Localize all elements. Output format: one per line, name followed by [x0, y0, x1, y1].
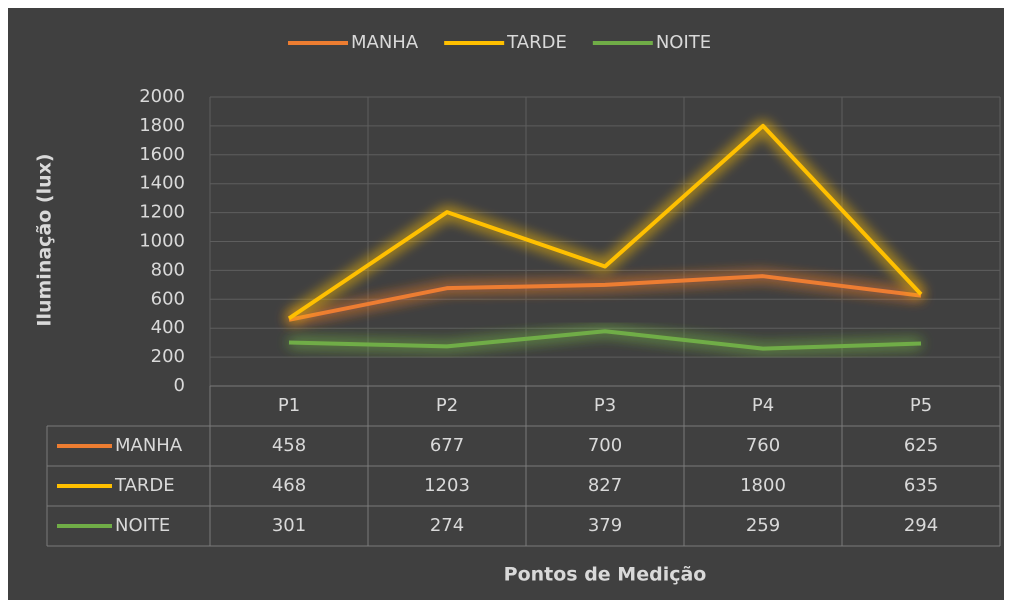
y-tick-label: 400	[151, 317, 185, 338]
table-value: 301	[272, 515, 306, 536]
y-tick-label: 1200	[139, 202, 185, 223]
x-tick-label: P1	[278, 395, 300, 416]
y-tick-label: 1600	[139, 144, 185, 165]
legend-label: TARDE	[506, 32, 567, 53]
y-tick-label: 0	[174, 375, 185, 396]
y-tick-label: 800	[151, 259, 185, 280]
table-value: 274	[430, 515, 464, 536]
series-line	[288, 329, 922, 351]
y-axis-label: Iluminação (lux)	[34, 153, 56, 326]
x-tick-label: P2	[436, 395, 458, 416]
series-line	[287, 123, 923, 321]
legend-label: MANHA	[351, 32, 419, 53]
table-value: 677	[430, 435, 464, 456]
table-value: 379	[588, 515, 622, 536]
y-tick-label: 1800	[139, 115, 185, 136]
table-value: 625	[904, 435, 938, 456]
y-tick-label: 2000	[139, 86, 185, 107]
legend-label: NOITE	[656, 32, 711, 53]
x-tick-label: P4	[752, 395, 774, 416]
y-tick-label: 1400	[139, 173, 185, 194]
table-series-label: MANHA	[115, 435, 183, 456]
table-value: 458	[272, 435, 306, 456]
y-tick-label: 600	[151, 288, 185, 309]
table-value: 468	[272, 475, 306, 496]
table-value: 635	[904, 475, 938, 496]
chart-background	[8, 8, 1004, 600]
table-series-label: NOITE	[115, 515, 170, 536]
x-tick-label: P5	[910, 395, 932, 416]
series-line	[288, 274, 922, 322]
table-value: 259	[746, 515, 780, 536]
table-value: 1800	[740, 475, 786, 496]
table-value: 700	[588, 435, 622, 456]
x-tick-label: P3	[594, 395, 616, 416]
x-axis-label: Pontos de Medição	[504, 564, 707, 586]
table-value: 760	[746, 435, 780, 456]
y-tick-label: 1000	[139, 231, 185, 252]
table-value: 827	[588, 475, 622, 496]
table-value: 1203	[424, 475, 470, 496]
table-value: 294	[904, 515, 938, 536]
y-tick-label: 200	[151, 346, 185, 367]
table-series-label: TARDE	[114, 475, 175, 496]
